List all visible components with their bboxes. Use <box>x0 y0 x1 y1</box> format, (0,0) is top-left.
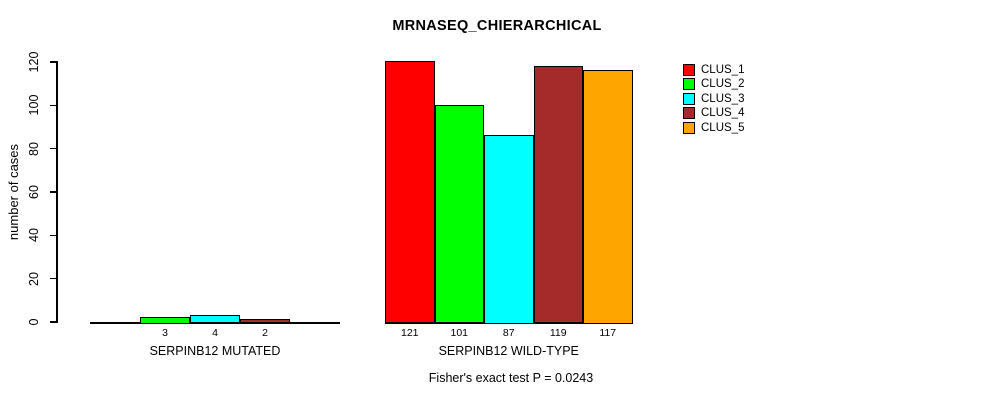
bar-value-label: 2 <box>262 327 268 339</box>
bar-value-label: 119 <box>549 327 567 339</box>
legend-label: CLUS_4 <box>701 107 745 119</box>
group-label-wildtype: SERPINB12 WILD-TYPE <box>438 344 579 358</box>
bar-clus_2 <box>434 104 484 324</box>
y-tick-label: 20 <box>27 271 41 286</box>
legend-label: CLUS_1 <box>701 63 745 76</box>
legend-swatch-icon <box>683 121 695 134</box>
y-tick-mark <box>50 61 57 63</box>
bar-clus_1 <box>385 61 435 324</box>
fisher-test-annotation: Fisher's exact test P = 0.0243 <box>428 371 594 385</box>
bar-value-label: 117 <box>599 327 617 339</box>
legend-swatch-icon <box>683 107 695 119</box>
legend-label: CLUS_5 <box>701 121 745 134</box>
legend-item-clus_1: CLUS_1 <box>683 63 744 76</box>
y-tick-label: 60 <box>27 185 41 199</box>
chart-title: MRNASEQ_CHIERARCHICAL <box>392 18 602 34</box>
legend-item-clus_3: CLUS_3 <box>683 92 744 105</box>
legend-swatch-icon <box>683 63 695 76</box>
bar-value-label: 101 <box>450 327 469 339</box>
legend-item-clus_4: CLUS_4 <box>683 107 744 120</box>
y-tick-label: 40 <box>27 228 41 243</box>
bar-clus_2 <box>140 317 190 324</box>
y-tick-mark <box>50 277 57 280</box>
legend-item-clus_2: CLUS_2 <box>683 78 744 91</box>
legend-item-clus_5: CLUS_5 <box>683 121 744 134</box>
legend-label: CLUS_2 <box>701 78 745 90</box>
legend-swatch-icon <box>683 78 695 90</box>
bar-value-label: 4 <box>212 327 218 339</box>
y-tick-label: 0 <box>27 318 41 326</box>
y-tick-mark <box>50 234 57 237</box>
bar-clus_3 <box>190 314 240 324</box>
y-tick-mark <box>50 191 57 193</box>
bar-value-label: 121 <box>400 327 419 339</box>
legend-swatch-icon <box>683 92 695 105</box>
y-tick-mark <box>50 104 57 107</box>
group-label-mutated: SERPINB12 MUTATED <box>149 344 281 358</box>
y-tick-mark <box>50 321 57 323</box>
bar-clus_5 <box>583 70 633 324</box>
bar-clus_4 <box>240 319 290 324</box>
bar-clus_4 <box>533 65 583 324</box>
legend-label: CLUS_3 <box>701 92 745 105</box>
bar-value-label: 3 <box>162 327 168 339</box>
y-tick-label: 80 <box>27 141 41 156</box>
y-tick-label: 100 <box>27 94 41 116</box>
bar-clus_3 <box>484 135 534 324</box>
y-axis-title: number of cases <box>6 143 21 241</box>
y-tick-mark <box>50 147 57 150</box>
y-tick-label: 120 <box>27 51 41 73</box>
bar-value-label: 87 <box>502 327 515 339</box>
